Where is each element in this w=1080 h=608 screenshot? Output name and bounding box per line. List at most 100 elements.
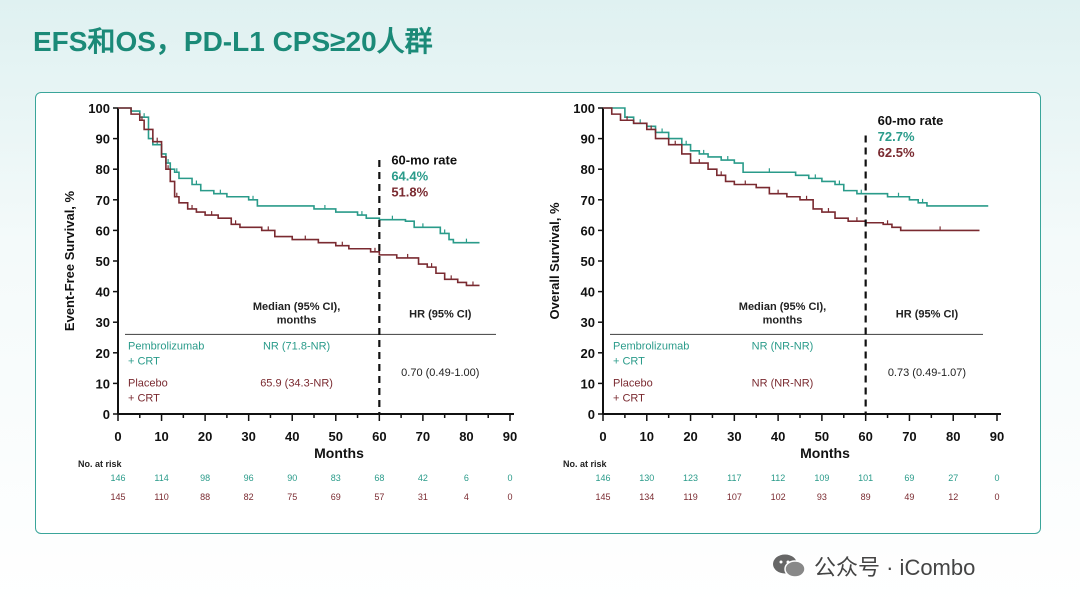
at-risk-value: 146	[595, 473, 610, 483]
median-value: NR (71.8-NR)	[263, 341, 330, 353]
at-risk-value: 123	[683, 473, 698, 483]
y-tick-label: 30	[581, 315, 595, 330]
at-risk-value: 88	[200, 492, 210, 502]
hr-header: HR (95% CI)	[409, 309, 472, 321]
series-label: Placebo	[613, 377, 653, 389]
at-risk-value: 82	[244, 492, 254, 502]
rate-value: 64.4%	[391, 169, 428, 184]
x-tick-label: 60	[858, 429, 872, 444]
y-tick-label: 100	[88, 101, 110, 116]
at-risk-value: 0	[994, 492, 999, 502]
at-risk-value: 117	[727, 473, 741, 483]
x-tick-label: 30	[727, 429, 741, 444]
at-risk-value: 102	[771, 492, 786, 502]
x-tick-label: 20	[683, 429, 697, 444]
median-value: NR (NR-NR)	[752, 377, 814, 389]
at-risk-value: 57	[374, 492, 384, 502]
series-label: + CRT	[613, 392, 645, 404]
y-tick-label: 10	[581, 376, 595, 391]
y-tick-label: 0	[588, 407, 595, 422]
at-risk-value: 0	[994, 473, 999, 483]
x-tick-label: 90	[990, 429, 1004, 444]
at-risk-value: 107	[727, 492, 742, 502]
y-tick-label: 0	[103, 407, 110, 422]
rate-value: 51.8%	[391, 185, 428, 200]
y-tick-label: 20	[581, 346, 595, 361]
at-risk-value: 119	[683, 492, 697, 502]
x-tick-label: 0	[599, 429, 606, 444]
y-tick-label: 70	[581, 193, 595, 208]
wechat-icon	[772, 553, 806, 579]
at-risk-value: 0	[507, 492, 512, 502]
at-risk-value: 49	[904, 492, 914, 502]
km-curve-pembrolizumab	[118, 107, 480, 244]
hr-header: HR (95% CI)	[896, 309, 959, 321]
x-tick-label: 80	[946, 429, 960, 444]
y-tick-label: 90	[96, 132, 110, 147]
y-tick-label: 100	[573, 101, 595, 116]
at-risk-value: 89	[861, 492, 871, 502]
rate-header: 60-mo rate	[878, 113, 944, 128]
rate-value: 62.5%	[878, 145, 915, 160]
at-risk-value: 0	[507, 473, 512, 483]
at-risk-value: 98	[200, 473, 210, 483]
x-tick-label: 30	[241, 429, 255, 444]
at-risk-value: 68	[374, 473, 384, 483]
at-risk-value: 134	[639, 492, 654, 502]
x-tick-label: 80	[459, 429, 473, 444]
y-tick-label: 20	[96, 346, 110, 361]
at-risk-value: 12	[948, 492, 958, 502]
y-tick-label: 80	[581, 162, 595, 177]
rate-value: 72.7%	[878, 129, 915, 144]
series-label: Pembrolizumab	[128, 341, 204, 353]
km-curve-placebo	[118, 107, 480, 287]
y-tick-label: 90	[581, 132, 595, 147]
at-risk-value: 6	[464, 473, 469, 483]
x-tick-label: 0	[114, 429, 121, 444]
y-tick-label: 60	[96, 223, 110, 238]
at-risk-value: 31	[418, 492, 428, 502]
x-tick-label: 40	[771, 429, 785, 444]
at-risk-value: 145	[110, 492, 125, 502]
x-tick-label: 40	[285, 429, 299, 444]
hr-value: 0.70 (0.49-1.00)	[401, 367, 479, 379]
y-tick-label: 10	[96, 376, 110, 391]
median-header-unit: months	[277, 315, 317, 327]
at-risk-value: 96	[244, 473, 254, 483]
x-axis-label: Months	[800, 445, 850, 461]
median-header: Median (95% CI),	[739, 301, 826, 313]
x-tick-label: 50	[329, 429, 343, 444]
x-tick-label: 90	[503, 429, 517, 444]
at-risk-value: 112	[771, 473, 785, 483]
series-label: + CRT	[613, 356, 645, 368]
at-risk-value: 27	[948, 473, 958, 483]
x-tick-label: 10	[154, 429, 168, 444]
at-risk-value: 90	[287, 473, 297, 483]
at-risk-value: 83	[331, 473, 341, 483]
hr-value: 0.73 (0.49-1.07)	[888, 367, 966, 379]
x-tick-label: 10	[640, 429, 654, 444]
median-header-unit: months	[763, 315, 803, 327]
y-tick-label: 40	[581, 285, 595, 300]
median-value: NR (NR-NR)	[752, 341, 814, 353]
x-tick-label: 20	[198, 429, 212, 444]
y-axis-label: Overall Survival, %	[547, 202, 562, 320]
x-tick-label: 70	[902, 429, 916, 444]
at-risk-label: No. at risk	[563, 459, 608, 469]
y-tick-label: 80	[96, 162, 110, 177]
at-risk-value: 110	[154, 492, 168, 502]
at-risk-label: No. at risk	[78, 459, 123, 469]
series-label: Placebo	[128, 377, 168, 389]
watermark: 公众号 · iCombo	[772, 550, 975, 582]
y-tick-label: 30	[96, 315, 110, 330]
at-risk-value: 4	[464, 492, 469, 502]
at-risk-value: 101	[858, 473, 873, 483]
at-risk-value: 114	[154, 473, 168, 483]
x-tick-label: 70	[416, 429, 430, 444]
at-risk-value: 145	[595, 492, 610, 502]
y-tick-label: 50	[581, 254, 595, 269]
x-tick-label: 50	[815, 429, 829, 444]
median-header: Median (95% CI),	[253, 301, 340, 313]
series-label: + CRT	[128, 392, 160, 404]
